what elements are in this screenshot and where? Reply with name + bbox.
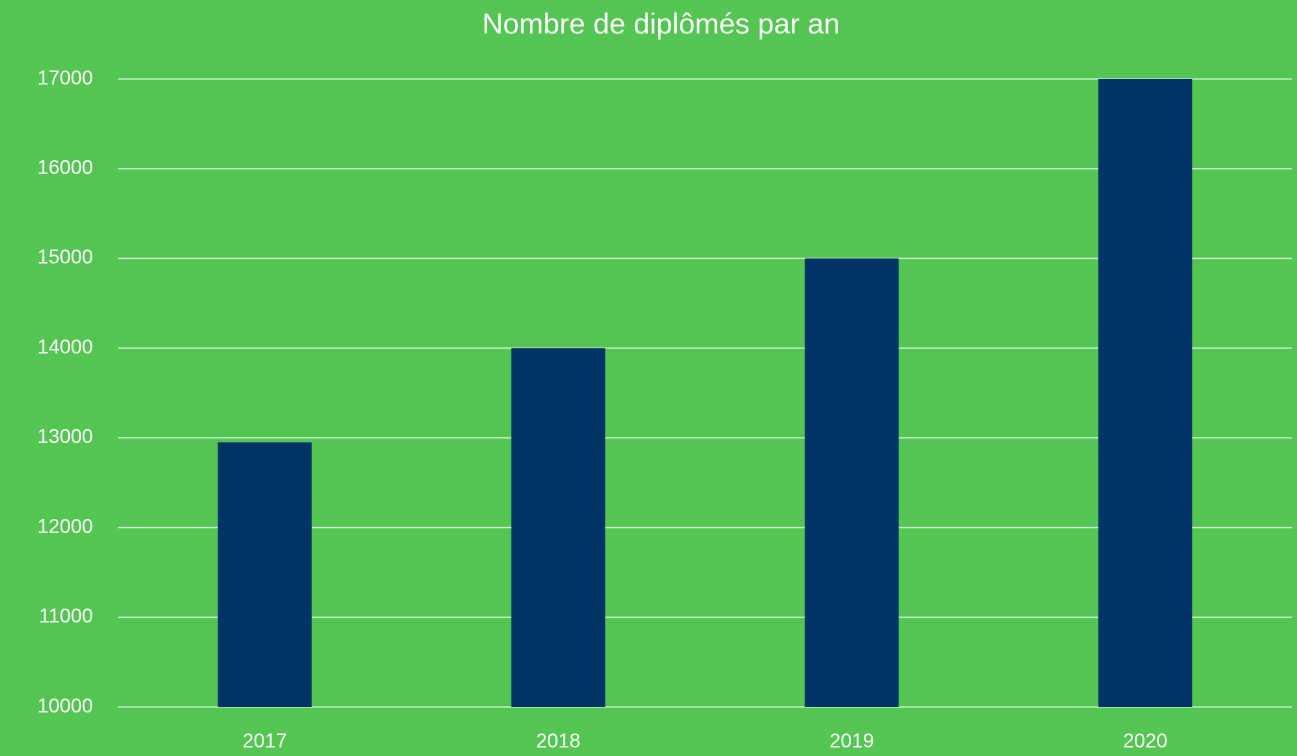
y-tick-label: 14000 [37, 336, 93, 358]
y-tick-label: 16000 [37, 157, 93, 179]
chart-title: Nombre de diplômés par an [482, 9, 840, 41]
bar [804, 258, 899, 707]
y-tick-label: 15000 [37, 247, 93, 269]
bar [217, 442, 312, 707]
y-tick-label: 17000 [37, 67, 93, 89]
x-tick-label: 2018 [536, 730, 581, 752]
y-tick-label: 10000 [37, 695, 93, 717]
y-tick-label: 12000 [37, 516, 93, 538]
bar [511, 348, 606, 707]
x-tick-label: 2017 [243, 730, 288, 752]
bar [1098, 79, 1193, 707]
x-tick-label: 2020 [1123, 730, 1168, 752]
y-tick-label: 11000 [39, 606, 93, 628]
y-tick-label: 13000 [37, 426, 93, 448]
x-tick-label: 2019 [830, 730, 875, 752]
